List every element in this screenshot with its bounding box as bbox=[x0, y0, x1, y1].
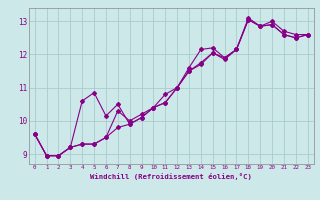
X-axis label: Windchill (Refroidissement éolien,°C): Windchill (Refroidissement éolien,°C) bbox=[90, 173, 252, 180]
